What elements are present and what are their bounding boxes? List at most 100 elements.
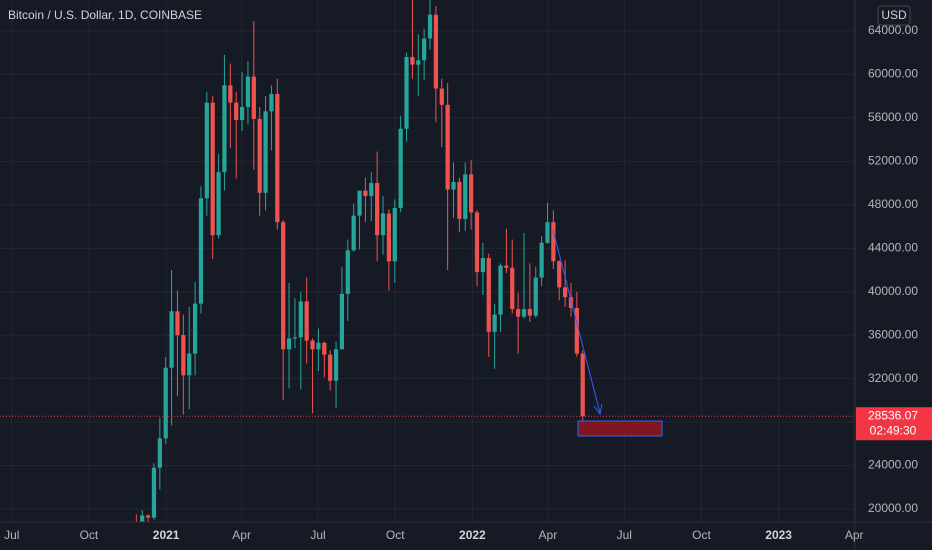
candle-body [451,181,456,190]
candle-body [551,222,556,262]
candle-body [498,265,503,315]
candle-body [533,277,538,316]
candle-body [369,183,374,197]
candle-body [386,213,392,262]
x-tick-label: Oct [80,528,99,542]
candle-body [357,190,362,216]
candle-body [234,102,239,121]
candle-body [474,212,480,273]
candle-body [510,267,515,310]
candle-body [222,85,227,173]
candle-body [574,307,579,354]
candle-body [269,93,274,112]
candle-body [521,309,527,317]
candle-body [292,337,298,339]
trend-arrow [552,229,601,414]
candle-body [328,354,333,381]
y-tick-label: 48000.00 [868,197,918,211]
candle-body [562,287,568,298]
candle-body [140,515,145,522]
y-tick-label: 64000.00 [868,23,918,37]
candle-body [192,303,198,354]
candle-body [392,208,397,262]
y-tick-label: 56000.00 [868,110,918,124]
x-tick-label: Oct [386,528,405,542]
countdown-label: 02:49:30 [870,423,917,437]
candle-body [363,190,368,197]
candle-body [345,250,350,294]
candle-body [204,102,209,199]
y-tick-label: 32000.00 [868,371,918,385]
candle-body [492,314,497,332]
candle-body [263,111,268,193]
x-tick-label: Jul [4,528,19,542]
candle-body [398,128,403,209]
candle-body [463,174,468,219]
candle-body [486,258,491,332]
candle-body [181,335,186,376]
candle-body [228,85,233,103]
x-tick-label: 2021 [153,528,180,542]
y-tick-label: 44000.00 [868,240,918,254]
y-tick-label: 52000.00 [868,153,918,167]
candle-body [175,311,180,336]
candle-body [216,172,221,236]
candle-body [351,215,356,251]
y-tick-label: 60000.00 [868,67,918,81]
last-price-label: 28536.07 [868,408,918,422]
y-tick-label: 24000.00 [868,458,918,472]
last-price-box [856,407,932,441]
x-tick-label: Apr [539,528,558,542]
candle-body [339,293,345,350]
candle-body [480,258,485,273]
drawings [552,229,663,437]
candle-body [316,342,321,350]
y-tick-label: 20000.00 [868,501,918,515]
candle-body [380,213,386,236]
candle-body [433,14,439,89]
candle-body [469,174,474,213]
candle-body [539,242,544,278]
chart-title: Bitcoin / U.S. Dollar, 1D, COINBASE [8,8,202,22]
plot-area [0,0,855,522]
x-tick-label: Jul [617,528,632,542]
axes: 20000.0024000.0028000.0032000.0036000.00… [4,23,932,542]
candle-body [298,301,303,338]
x-tick-label: 2022 [459,528,486,542]
candle-body [568,297,574,308]
candle-body [445,104,450,190]
candle-body [410,57,415,65]
x-tick-label: 2023 [765,528,792,542]
x-tick-label: Apr [845,528,864,542]
y-tick-label: 40000.00 [868,284,918,298]
candle-body [439,88,444,105]
candle-body [169,311,174,368]
candle-body [210,102,215,236]
arrow-head [593,403,603,416]
candle-body [322,342,327,355]
candle-body [333,349,339,381]
candle-body [275,93,280,223]
candle-body [404,57,409,129]
candle-body [163,367,168,439]
candle-body [527,309,532,316]
currency-label[interactable]: USD [881,8,907,22]
candle-body [257,118,262,193]
candle-body [251,76,256,119]
candle-body [286,338,292,350]
candle-body [516,309,521,317]
candle-body [157,438,162,468]
candle-body [416,60,421,65]
candle-body [245,76,251,108]
candle-body [239,107,245,121]
candle-body [145,515,151,518]
candle-body [281,222,286,350]
currency-button[interactable] [877,5,911,26]
candle-body [304,301,309,341]
candle-body [422,38,427,61]
x-tick-label: Oct [692,528,711,542]
candle-body [545,222,550,243]
candle-body [151,467,157,518]
